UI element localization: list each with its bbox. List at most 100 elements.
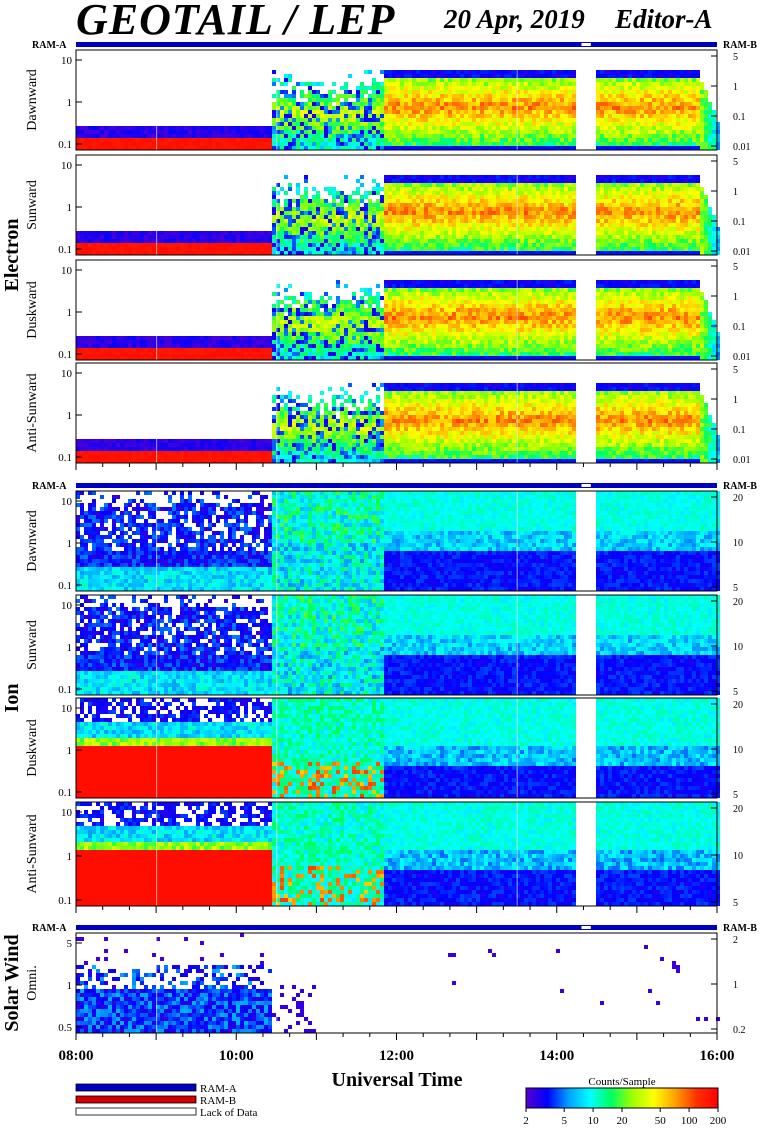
- heat-cell: [212, 348, 216, 352]
- heat-cell: [652, 138, 656, 142]
- heat-cell: [572, 106, 576, 110]
- heat-cell: [680, 110, 684, 114]
- heat-cell: [300, 312, 304, 316]
- heat-cell: [512, 134, 516, 138]
- heat-cell: [536, 146, 540, 150]
- heat-cell: [388, 203, 392, 207]
- heat-cell: [100, 126, 104, 130]
- heat-cell: [144, 231, 148, 235]
- heat-cell: [348, 118, 352, 122]
- heat-cell: [504, 223, 508, 227]
- heat-cell: [388, 239, 392, 243]
- heat-cell: [420, 70, 424, 74]
- heat-cell: [296, 199, 300, 203]
- heat-cell: [428, 98, 432, 102]
- heat-cell: [444, 130, 448, 134]
- heat-cell: [676, 247, 680, 251]
- heat-cell: [540, 94, 544, 98]
- heat-cell: [684, 231, 688, 235]
- heat-cell: [460, 70, 464, 74]
- heat-cell: [624, 211, 628, 215]
- heat-cell: [628, 251, 632, 255]
- heat-cell: [464, 126, 468, 130]
- heat-cell: [680, 187, 684, 191]
- heat-cell: [148, 356, 152, 360]
- heat-cell: [616, 243, 620, 247]
- heat-cell: [192, 142, 196, 146]
- heat-cell: [120, 340, 124, 344]
- heat-cell: [432, 90, 436, 94]
- heat-cell: [536, 239, 540, 243]
- heat-cell: [688, 227, 692, 231]
- heat-cell: [352, 118, 356, 122]
- heat-cell: [544, 110, 548, 114]
- heat-cell: [304, 227, 308, 231]
- heat-cell: [192, 126, 196, 130]
- heat-cell: [700, 110, 704, 114]
- heat-cell: [500, 219, 504, 223]
- heat-cell: [616, 126, 620, 130]
- heat-cell: [312, 146, 316, 150]
- heat-cell: [572, 146, 576, 150]
- heat-cell: [380, 203, 384, 207]
- heat-cell: [636, 110, 640, 114]
- heat-cell: [92, 231, 96, 235]
- heat-cell: [608, 78, 612, 82]
- heat-cell: [140, 336, 144, 340]
- heat-cell: [440, 126, 444, 130]
- heat-cell: [300, 231, 304, 235]
- heat-cell: [572, 94, 576, 98]
- heat-cell: [404, 78, 408, 82]
- heat-cell: [420, 86, 424, 90]
- heat-cell: [408, 211, 412, 215]
- heat-cell: [100, 336, 104, 340]
- heat-cell: [656, 70, 660, 74]
- heat-cell: [536, 211, 540, 215]
- heat-cell: [232, 344, 236, 348]
- heat-cell: [416, 142, 420, 146]
- heat-cell: [172, 340, 176, 344]
- heat-cell: [628, 134, 632, 138]
- heat-cell: [544, 239, 548, 243]
- heat-cell: [512, 211, 516, 215]
- heat-cell: [316, 199, 320, 203]
- heat-cell: [332, 106, 336, 110]
- heat-cell: [144, 251, 148, 255]
- heat-cell: [496, 90, 500, 94]
- heat-cell: [604, 187, 608, 191]
- heat-cell: [208, 239, 212, 243]
- heat-cell: [496, 191, 500, 195]
- heat-cell: [528, 90, 532, 94]
- heat-cell: [324, 114, 328, 118]
- heat-cell: [624, 122, 628, 126]
- heat-cell: [532, 114, 536, 118]
- heat-cell: [404, 187, 408, 191]
- heat-cell: [204, 130, 208, 134]
- heat-cell: [532, 118, 536, 122]
- heat-cell: [460, 179, 464, 183]
- heat-cell: [672, 78, 676, 82]
- heat-cell: [604, 118, 608, 122]
- heat-cell: [656, 118, 660, 122]
- heat-cell: [484, 78, 488, 82]
- heat-cell: [604, 195, 608, 199]
- heat-cell: [180, 134, 184, 138]
- heat-cell: [432, 122, 436, 126]
- heat-cell: [676, 235, 680, 239]
- heat-cell: [208, 251, 212, 255]
- heat-cell: [628, 90, 632, 94]
- heat-cell: [604, 235, 608, 239]
- heat-cell: [180, 251, 184, 255]
- heat-cell: [292, 308, 296, 312]
- heat-cell: [476, 102, 480, 106]
- heat-cell: [704, 235, 708, 239]
- heat-cell: [300, 336, 304, 340]
- heat-cell: [180, 146, 184, 150]
- heat-cell: [532, 227, 536, 231]
- heat-cell: [616, 195, 620, 199]
- heat-cell: [304, 142, 308, 146]
- heat-cell: [136, 142, 140, 146]
- heat-cell: [408, 98, 412, 102]
- heat-cell: [240, 243, 244, 247]
- heat-cell: [696, 134, 700, 138]
